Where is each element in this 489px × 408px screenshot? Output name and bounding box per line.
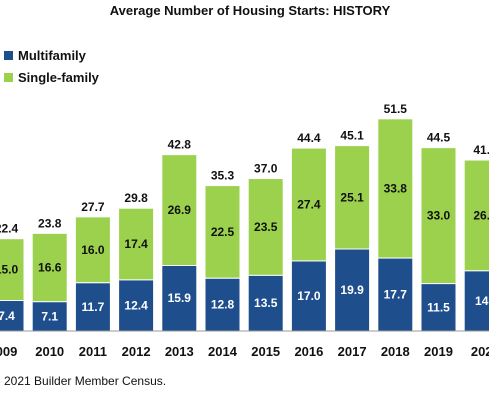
x-tick-label: 2015 [251,344,280,359]
bar-multifamily [334,248,371,332]
bar-multifamily [377,257,414,332]
data-label-multifamily: 19.9 [340,283,364,297]
data-label-single-family: 15.0 [0,263,19,277]
data-label-multifamily: 17.0 [297,289,321,303]
bar-single-family [247,178,284,276]
x-tick-label: 2018 [381,344,410,359]
data-label-total: 44.5 [427,131,451,145]
data-label-total: 45.1 [340,129,364,143]
bar-multifamily [74,282,111,332]
data-label-single-family: 33.8 [384,181,408,195]
data-label-multifamily: 14 [475,294,489,308]
data-label-multifamily: 7.1 [41,309,58,323]
data-label-total: 51.5 [384,102,408,116]
bar-single-family [74,216,111,284]
x-tick-label: 2016 [294,344,323,359]
data-label-multifamily: 7.4 [0,309,15,323]
bar-multifamily [118,279,155,332]
legend-item-multifamily: Multifamily [4,47,86,63]
data-label-total: 37.0 [254,162,278,176]
data-label-single-family: 22.5 [211,225,235,239]
bar-chart-plot: 7.4 15.0 22.4 009 7.1 16.6 23.8 2010 11.7 16.0 27.… [0,102,489,359]
data-label-multifamily: 12.8 [211,298,235,312]
bar-single-family [31,232,68,303]
data-label-total: 44.4 [297,131,321,145]
x-tick-label: 009 [0,344,17,359]
x-tick-label: 2012 [122,344,151,359]
data-label-total: 27.7 [81,200,105,214]
bar-multifamily [290,260,327,332]
bar-single-family [420,147,457,285]
data-label-multifamily: 11.5 [427,300,450,314]
bar-single-family [0,238,25,302]
data-label-total: 42.8 [168,138,192,152]
data-label-multifamily: 17.7 [384,288,408,302]
data-label-total: 23.8 [38,216,62,230]
bar-single-family [161,154,198,266]
x-tick-label: 2019 [424,344,453,359]
data-label-multifamily: 12.4 [124,298,148,312]
legend-item-single-family: Single-family [4,69,99,85]
data-label-multifamily: 11.7 [82,300,105,314]
bar-multifamily [247,274,284,332]
bar-multifamily [161,264,198,332]
bar-single-family [118,207,155,281]
bar-multifamily [420,283,457,332]
data-label-single-family: 16.6 [38,261,62,275]
bar-multifamily [31,301,68,332]
legend-swatch-multifamily [4,50,13,60]
data-label-single-family: 27.4 [297,198,321,212]
data-label-single-family: 17.4 [124,237,148,251]
x-tick-label: 2013 [165,344,194,359]
data-label-single-family: 25.1 [340,190,364,204]
source-note: 2021 Builder Member Census. [4,374,167,388]
data-label-multifamily: 13.5 [254,296,278,310]
x-tick-label: 2011 [79,344,107,359]
data-label-multifamily: 15.9 [168,291,192,305]
data-label-total: 41. [473,143,489,157]
bar-multifamily [204,277,241,332]
legend-swatch-single-family [4,72,13,82]
chart-title: Average Number of Housing Starts: HISTOR… [109,3,391,18]
x-tick-label: 2017 [338,344,367,359]
bar-single-family [334,145,371,250]
data-label-single-family: 16.0 [81,243,105,257]
data-label-single-family: 23.5 [254,220,278,234]
x-tick-label: 2010 [35,344,64,359]
data-label-single-family: 33.0 [427,209,451,223]
x-tick-label: 2014 [208,344,238,359]
bar-single-family [290,147,327,262]
data-label-single-family: 26.9 [168,203,192,217]
data-label-single-family: 26. [473,208,489,222]
legend-label-multifamily: Multifamily [18,47,86,63]
legend-label-single-family: Single-family [18,69,99,85]
data-label-total: 35.3 [211,169,235,183]
x-tick-label: 202 [471,344,489,359]
data-label-total: 29.8 [124,191,148,205]
data-label-total: 22.4 [0,222,19,236]
bar-single-family [377,118,414,259]
bar-single-family [204,185,241,279]
